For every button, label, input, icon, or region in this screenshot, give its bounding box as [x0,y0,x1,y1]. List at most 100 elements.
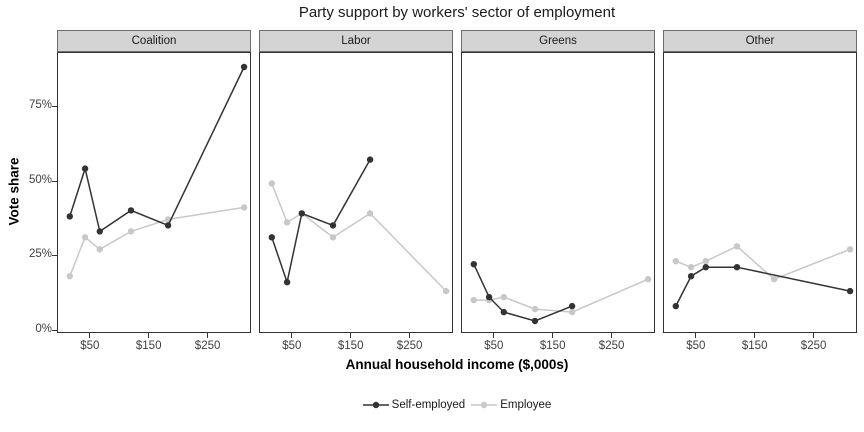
x-tick-label: $50 [282,340,302,352]
series-line-self-employed [473,263,573,322]
x-tick-mark [350,333,352,338]
x-tick-mark [493,333,495,338]
data-point-self-employed [240,63,248,71]
data-point-self-employed [470,261,477,268]
facet-panel-greens [461,52,655,333]
x-tick-label: $50 [80,340,100,352]
data-point-employee [531,305,539,313]
x-tick-mark [148,333,150,338]
facet-panel-other [663,52,857,333]
x-tick-mark [552,333,554,338]
facet-plot-greens [470,261,652,325]
data-point-self-employed [283,279,291,286]
facet-panel-labor [259,52,453,333]
data-point-employee [500,293,507,301]
legend-item-label: Self-employed [391,399,466,411]
data-point-employee [268,180,275,187]
data-point-employee [568,308,576,316]
y-tick-label: 50% [28,173,52,186]
x-axis-title: Annual household income ($,000s) [345,357,569,372]
data-point-employee [240,204,248,211]
x-tick-label: $150 [741,340,768,352]
data-point-self-employed [702,264,709,271]
legend-key-point [372,401,379,409]
data-point-employee [366,210,374,217]
data-point-self-employed [81,165,89,172]
data-point-self-employed [66,213,73,220]
x-tick-mark [611,333,613,338]
data-point-self-employed [568,302,576,310]
facet-plot-coalition [66,63,248,280]
data-point-employee [702,258,709,265]
y-tick-mark [52,330,57,331]
facet-strip-label: Coalition [131,35,177,47]
x-tick-mark [813,333,815,338]
legend-key-icon [471,401,498,409]
y-tick-mark [52,255,57,257]
x-tick-mark [207,333,209,338]
facet-strip-label: Labor [341,35,371,47]
data-point-employee [644,276,652,283]
x-tick-label: $250 [800,340,827,352]
series-line-self-employed [675,266,851,307]
facet-strip-labor: Labor [259,30,453,52]
data-point-employee [470,296,477,304]
y-tick-label: 75% [28,98,52,111]
data-point-employee [81,234,89,241]
data-point-self-employed [268,234,275,241]
legend: Self-employed Employee [57,395,857,415]
data-point-employee [846,246,854,253]
x-tick-label: $250 [598,340,625,352]
data-point-self-employed [672,302,679,310]
x-tick-label: $250 [396,340,423,352]
chart-title: Party support by workers' sector of empl… [298,4,616,21]
data-point-self-employed [687,273,695,280]
data-point-employee [687,264,695,271]
data-point-employee [66,273,73,280]
x-tick-label: $50 [686,340,706,352]
data-point-employee [283,219,291,226]
x-tick-mark [89,333,91,338]
data-point-self-employed [329,222,337,229]
facet-plot-other [672,243,854,310]
data-point-self-employed [846,287,854,295]
data-point-employee [770,276,778,283]
data-point-self-employed [298,210,305,217]
data-point-employee [96,246,103,253]
y-tick-mark [52,180,57,182]
data-point-self-employed [500,308,507,316]
data-point-employee [127,228,135,235]
legend-key-point [480,401,488,409]
facet-strip-label: Other [745,35,775,47]
series-line-employee [69,206,245,277]
data-point-self-employed [164,222,172,229]
y-axis-title: Vote share [6,157,22,226]
data-point-self-employed [733,264,741,271]
series-line-employee [271,183,447,292]
series-line-self-employed [69,66,245,233]
data-point-employee [672,258,679,265]
x-tick-mark [291,333,293,338]
x-tick-mark [754,333,756,338]
x-tick-label: $150 [135,340,162,352]
y-tick-label: 0% [35,323,52,335]
facet-strip-coalition: Coalition [57,30,251,52]
data-point-employee [329,234,337,241]
data-point-self-employed [531,317,539,325]
facet-plot-labor [268,156,450,295]
legend-item-self-employed: Self-employed [362,398,466,412]
data-point-employee [733,243,741,250]
facet-strip-greens: Greens [461,30,655,52]
facet-panel-coalition [57,52,251,333]
x-tick-mark [409,333,411,338]
legend-item-employee: Employee [471,398,551,412]
x-tick-label: $150 [337,340,364,352]
legend-item-label: Employee [500,399,552,411]
y-tick-mark [52,105,57,107]
series-line-employee [675,245,851,281]
x-tick-mark [695,333,697,338]
data-point-self-employed [366,156,374,163]
x-tick-label: $150 [539,340,566,352]
data-point-self-employed [127,207,135,214]
